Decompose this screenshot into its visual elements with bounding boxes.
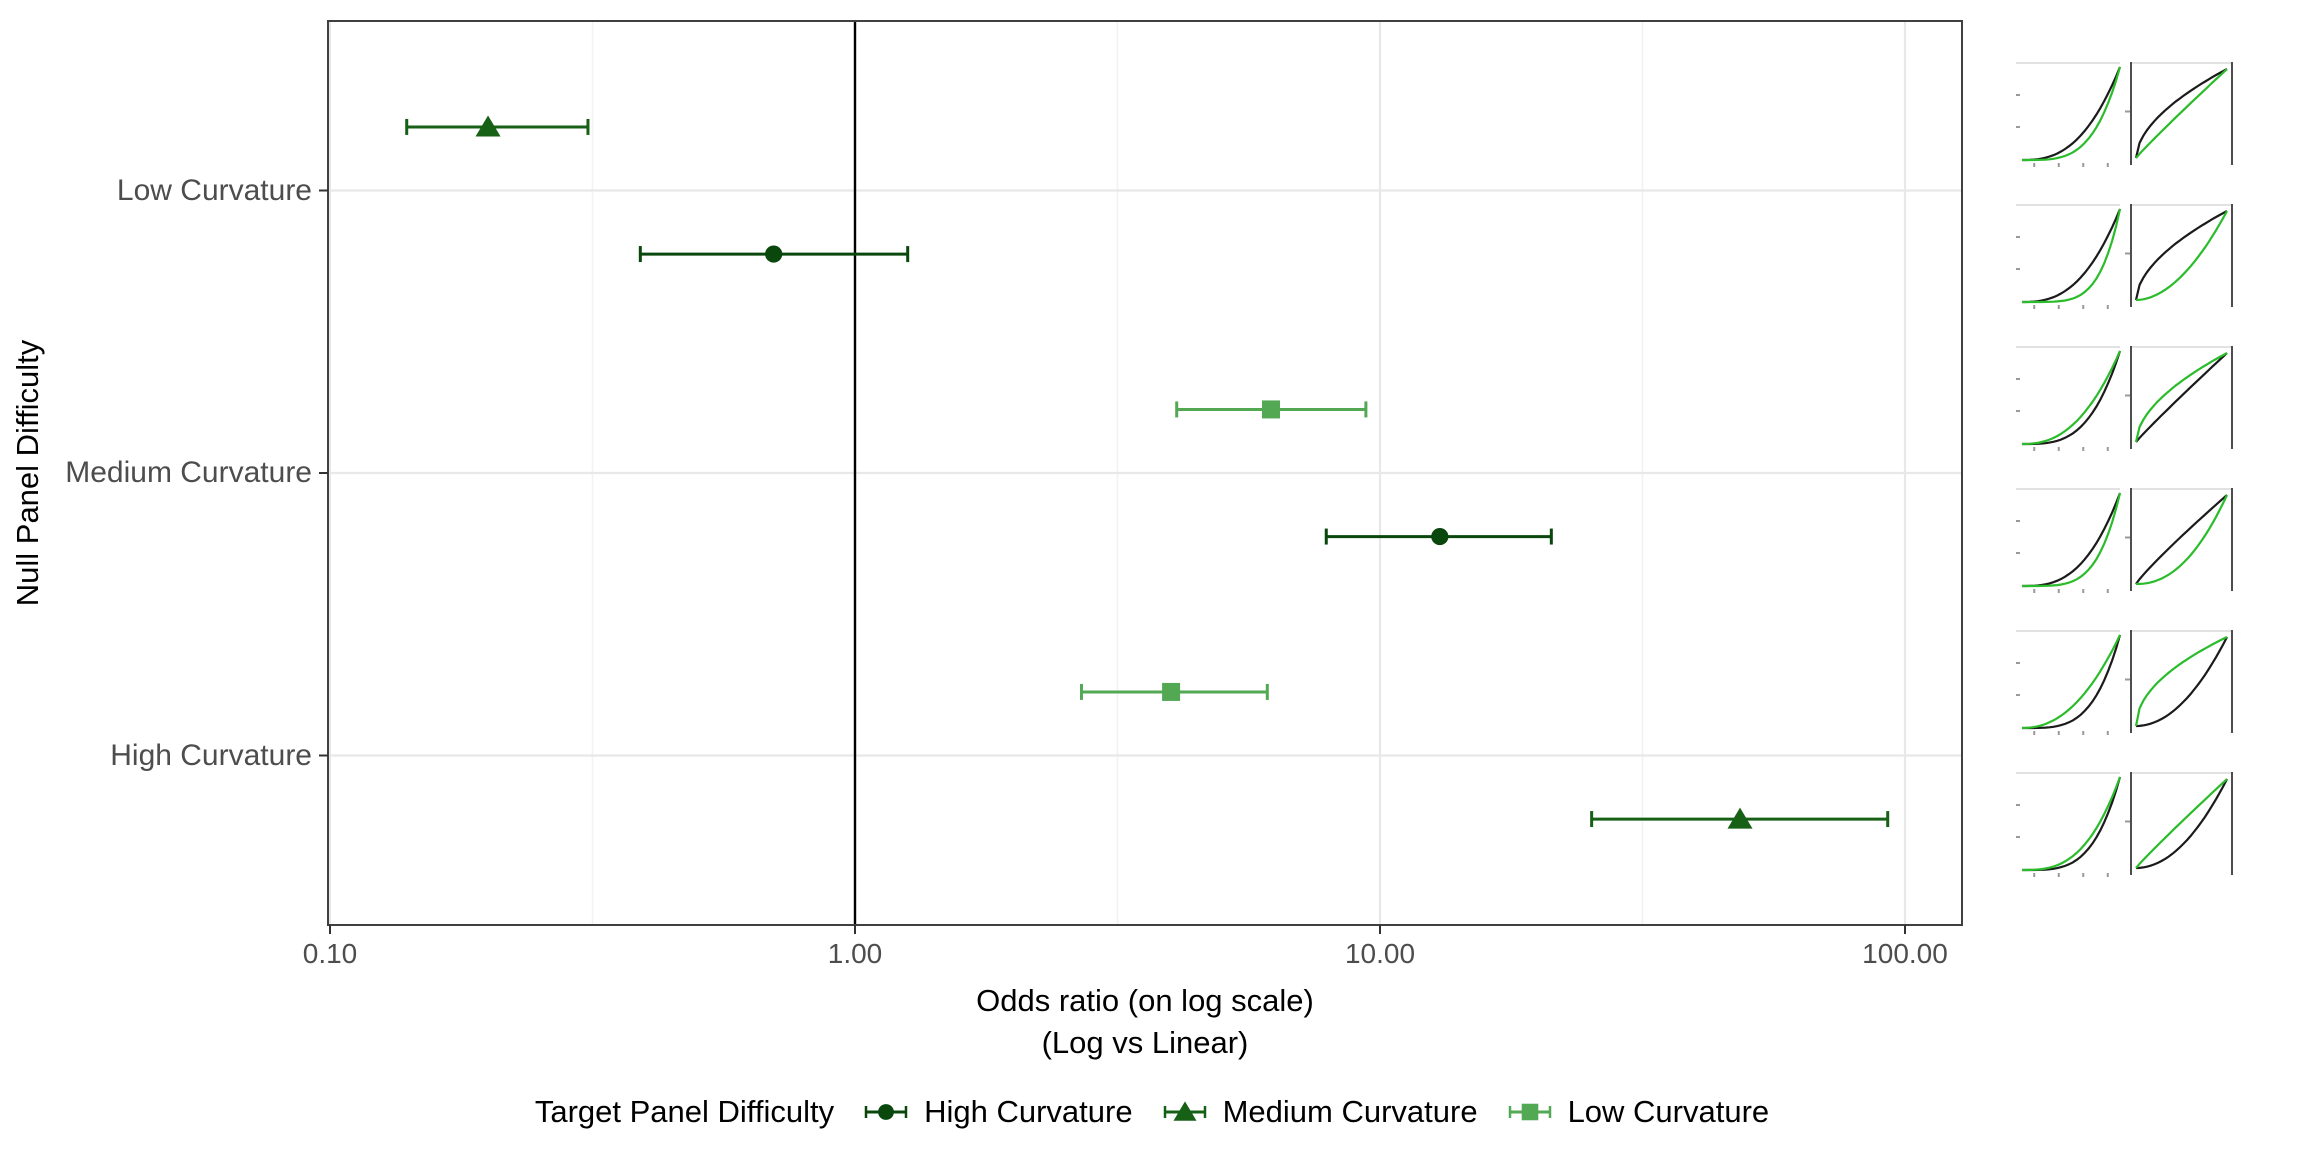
inset-row-3 xyxy=(2016,346,2233,451)
inset-row-1 xyxy=(2016,62,2233,167)
point-triangle xyxy=(1727,807,1753,829)
errorbar-medium-vs-low xyxy=(1175,400,1368,419)
inset-log-null-curve xyxy=(2022,776,2122,872)
legend-item-low-curvature: Low Curvature xyxy=(1508,1094,1770,1130)
inset-linear-null-curve xyxy=(2134,210,2228,301)
errorbar-high-vs-medium xyxy=(1590,807,1890,829)
inset-log-target-curve xyxy=(2022,492,2122,588)
inset-log-null-curve xyxy=(2022,66,2122,162)
y-axis-category-high-curvature: High Curvature xyxy=(110,738,312,772)
inset-log-target-curve xyxy=(2021,634,2121,730)
inset-log-target-curve xyxy=(2022,776,2122,872)
point-square xyxy=(1521,1103,1538,1121)
point-triangle xyxy=(1173,1101,1197,1121)
point-triangle xyxy=(475,115,501,137)
y-axis-category-low-curvature: Low Curvature xyxy=(116,173,312,207)
x-axis-title-line1: Odds ratio (on log scale) xyxy=(976,983,1314,1018)
errorbar-high-vs-low xyxy=(1079,682,1269,701)
inset-log-target-curve xyxy=(2022,350,2122,446)
inset-log-null-curve xyxy=(2022,208,2122,304)
point-square xyxy=(1262,400,1281,419)
y-axis-category-medium-curvature: Medium Curvature xyxy=(65,456,312,489)
point-circle xyxy=(1431,527,1449,546)
errorbar-low-vs-high xyxy=(638,245,910,263)
legend-item-label: High Curvature xyxy=(924,1094,1133,1129)
inset-linear-target-curve xyxy=(2134,352,2228,443)
inset-linear-target-curve xyxy=(2135,778,2228,869)
inset-log-null-curve xyxy=(2022,634,2122,730)
point-square xyxy=(1162,682,1181,701)
inset-row-5 xyxy=(2016,630,2233,735)
inset-linear-null-curve xyxy=(2135,778,2228,870)
inset-linear-null-curve xyxy=(2135,636,2228,728)
x-tick-label-1.00: 1.00 xyxy=(827,938,883,969)
legend-item-high-curvature: High Curvature xyxy=(864,1094,1133,1130)
inset-linear-null-curve xyxy=(2135,494,2228,585)
x-tick-label-0.10: 0.10 xyxy=(302,938,358,969)
legend-item-label: Medium Curvature xyxy=(1222,1094,1478,1129)
inset-linear-target-curve xyxy=(2135,68,2228,159)
point-circle xyxy=(765,245,783,263)
inset-row-2 xyxy=(2016,204,2233,309)
inset-log-target-curve xyxy=(2022,208,2122,304)
legend-title: Target Panel Difficulty xyxy=(534,1094,835,1129)
triangle-marker-icon xyxy=(1163,1101,1206,1121)
inset-log-target-curve xyxy=(2022,66,2122,162)
inset-row-4 xyxy=(2016,488,2233,593)
inset-linear-null-curve xyxy=(2134,68,2228,159)
point-circle xyxy=(878,1104,895,1120)
legend: Target Panel Difficulty High Curvature M… xyxy=(0,1088,2304,1136)
inset-linear-target-curve xyxy=(2135,210,2228,302)
inset-row-6 xyxy=(2016,772,2233,877)
legend-item-medium-curvature: Medium Curvature xyxy=(1163,1094,1478,1130)
inset-linear-target-curve xyxy=(2135,494,2228,586)
errorbar-medium-vs-high xyxy=(1324,527,1553,546)
x-tick-label-100.00: 100.00 xyxy=(1862,938,1948,969)
inset-linear-null-curve xyxy=(2135,352,2228,443)
inset-log-null-curve xyxy=(2022,350,2122,446)
x-axis-title-line2: (Log vs Linear) xyxy=(1041,1025,1249,1060)
x-tick-label-10.00: 10.00 xyxy=(1344,938,1416,969)
errorbar-low-vs-medium xyxy=(405,115,590,137)
square-marker-icon xyxy=(1508,1103,1551,1121)
inset-linear-target-curve xyxy=(2134,636,2228,727)
circle-marker-icon xyxy=(864,1104,908,1120)
legend-item-label: Low Curvature xyxy=(1567,1094,1770,1129)
